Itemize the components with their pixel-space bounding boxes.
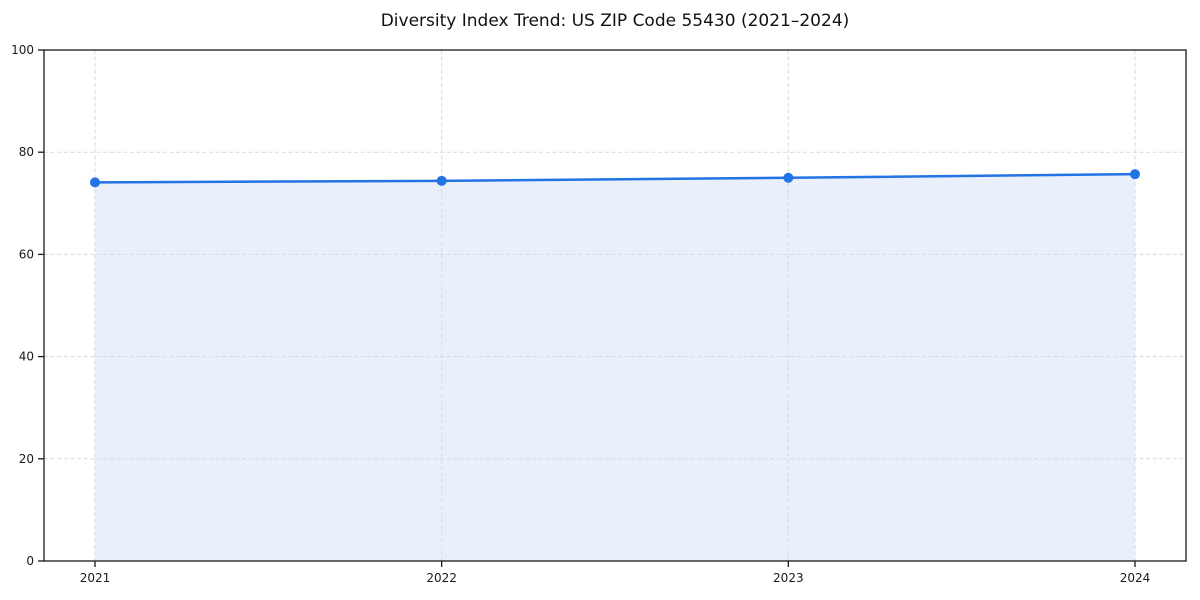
y-axis: 0 20 40 60 80 100	[11, 43, 44, 568]
axes-box	[43, 49, 1187, 562]
x-tick-label: 2024	[1120, 571, 1151, 585]
data-point	[436, 175, 447, 186]
x-tick-label: 2021	[80, 571, 111, 585]
y-tick-label: 80	[19, 145, 34, 159]
x-axis: 2021 2022 2023 2024	[80, 561, 1151, 585]
y-tick-label: 100	[11, 43, 34, 57]
x-tick-label: 2022	[426, 571, 457, 585]
data-point	[783, 172, 794, 183]
y-tick-label: 60	[19, 247, 34, 261]
data-point	[1130, 169, 1140, 180]
area-fill	[95, 174, 1135, 561]
y-tick-label: 0	[26, 554, 34, 568]
data-point	[90, 177, 100, 188]
data-line	[93, 172, 1137, 184]
y-tick-label: 20	[19, 452, 34, 466]
x-tick-label: 2023	[773, 571, 804, 585]
y-tick-label: 40	[19, 350, 34, 364]
data-points	[90, 169, 1140, 188]
chart-title: Diversity Index Trend: US ZIP Code 55430…	[380, 11, 850, 31]
